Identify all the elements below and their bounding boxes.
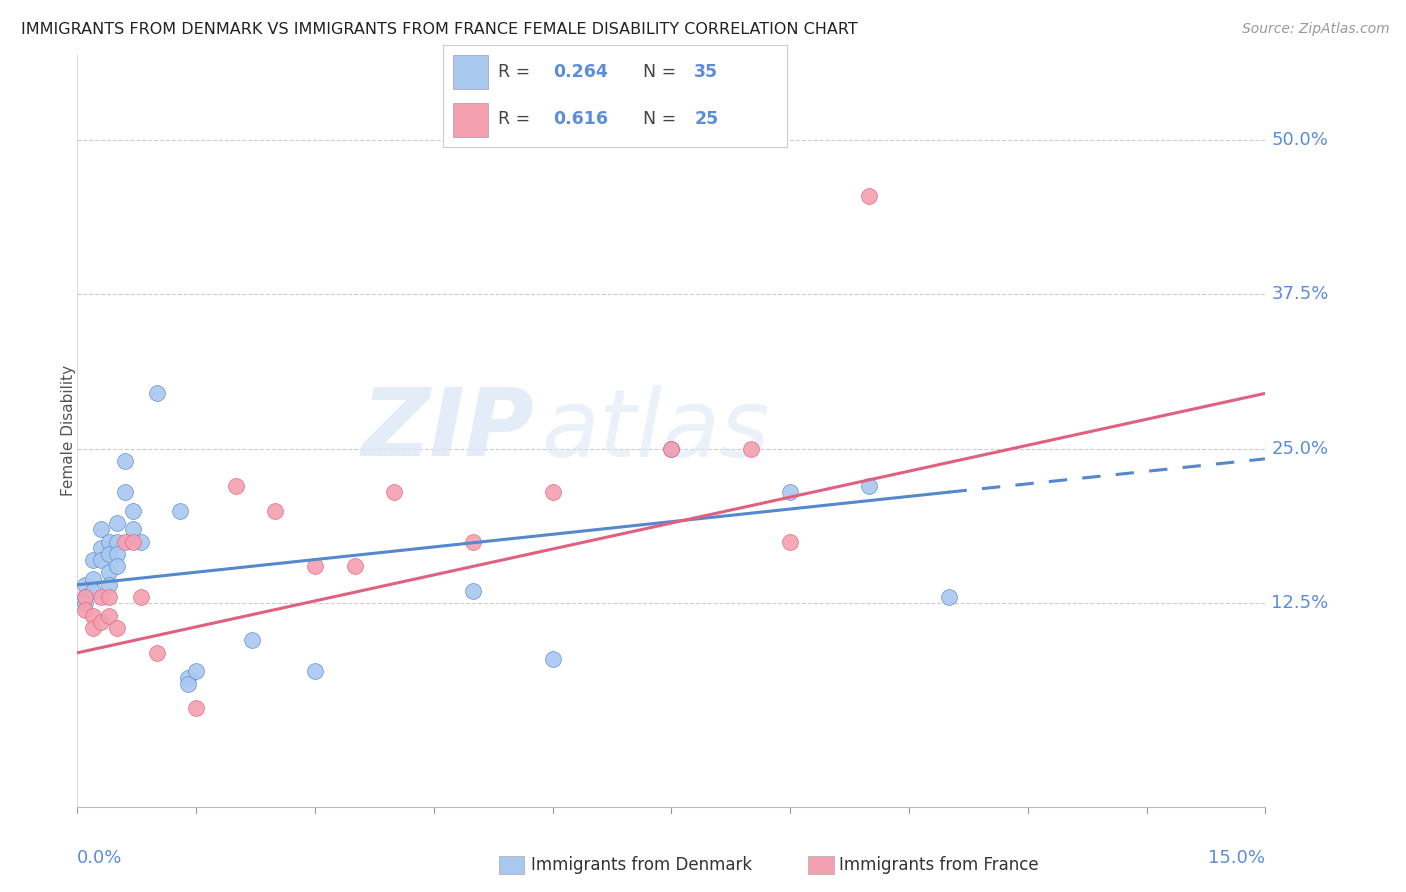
Text: 25.0%: 25.0%: [1271, 440, 1329, 458]
Point: [114, 485, 136, 500]
Point: [75, 591, 97, 605]
Point: [98, 534, 121, 549]
Point: [82, 608, 104, 623]
Point: [82, 621, 104, 635]
Point: [661, 442, 683, 456]
Point: [145, 386, 167, 401]
Text: 50.0%: 50.0%: [1271, 131, 1329, 149]
Point: [105, 547, 128, 561]
Point: [169, 504, 191, 518]
Point: [304, 665, 326, 679]
Point: [75, 578, 97, 592]
Point: [90, 553, 112, 567]
Text: 37.5%: 37.5%: [1271, 285, 1329, 303]
Point: [75, 596, 97, 610]
Point: [114, 454, 136, 468]
Text: Immigrants from France: Immigrants from France: [839, 856, 1039, 874]
Text: atlas: atlas: [541, 384, 769, 476]
Point: [75, 591, 97, 605]
Text: 35: 35: [695, 63, 718, 81]
Point: [463, 584, 485, 599]
Point: [121, 522, 143, 536]
Text: 12.5%: 12.5%: [1271, 594, 1329, 613]
Text: 0.0%: 0.0%: [77, 848, 122, 867]
Point: [240, 633, 263, 648]
Point: [98, 566, 121, 580]
FancyBboxPatch shape: [453, 103, 488, 137]
Point: [90, 522, 112, 536]
Point: [779, 534, 801, 549]
Point: [145, 646, 167, 660]
Point: [90, 591, 112, 605]
Point: [740, 442, 762, 456]
Point: [304, 559, 326, 574]
Point: [105, 516, 128, 530]
Point: [541, 652, 564, 666]
Point: [105, 559, 128, 574]
Text: 0.264: 0.264: [553, 63, 607, 81]
Text: N =: N =: [643, 111, 682, 128]
Point: [98, 608, 121, 623]
Point: [186, 665, 208, 679]
Text: Source: ZipAtlas.com: Source: ZipAtlas.com: [1241, 22, 1389, 37]
Point: [186, 701, 208, 715]
Point: [90, 541, 112, 555]
Point: [90, 615, 112, 629]
Text: IMMIGRANTS FROM DENMARK VS IMMIGRANTS FROM FRANCE FEMALE DISABILITY CORRELATION : IMMIGRANTS FROM DENMARK VS IMMIGRANTS FR…: [21, 22, 858, 37]
Point: [264, 504, 287, 518]
Point: [82, 584, 104, 599]
Point: [82, 572, 104, 586]
Point: [75, 602, 97, 616]
Point: [343, 559, 366, 574]
Text: 25: 25: [695, 111, 718, 128]
Point: [661, 442, 683, 456]
Point: [121, 534, 143, 549]
FancyBboxPatch shape: [453, 55, 488, 88]
Text: R =: R =: [498, 63, 536, 81]
Point: [82, 553, 104, 567]
Text: N =: N =: [643, 63, 682, 81]
Text: 15.0%: 15.0%: [1208, 848, 1265, 867]
Point: [114, 534, 136, 549]
Point: [177, 671, 200, 685]
Point: [938, 591, 960, 605]
Point: [105, 621, 128, 635]
Point: [98, 547, 121, 561]
Point: [463, 534, 485, 549]
Point: [858, 188, 880, 202]
Point: [98, 591, 121, 605]
Point: [225, 479, 247, 493]
Text: R =: R =: [498, 111, 536, 128]
Point: [129, 591, 152, 605]
Point: [541, 485, 564, 500]
Text: Immigrants from Denmark: Immigrants from Denmark: [531, 856, 752, 874]
Point: [858, 479, 880, 493]
Point: [105, 534, 128, 549]
Point: [177, 676, 200, 690]
Y-axis label: Female Disability: Female Disability: [62, 365, 76, 496]
Point: [382, 485, 405, 500]
Point: [129, 534, 152, 549]
Text: 0.616: 0.616: [553, 111, 609, 128]
Point: [98, 578, 121, 592]
Text: ZIP: ZIP: [361, 384, 534, 476]
Point: [121, 504, 143, 518]
Point: [779, 485, 801, 500]
